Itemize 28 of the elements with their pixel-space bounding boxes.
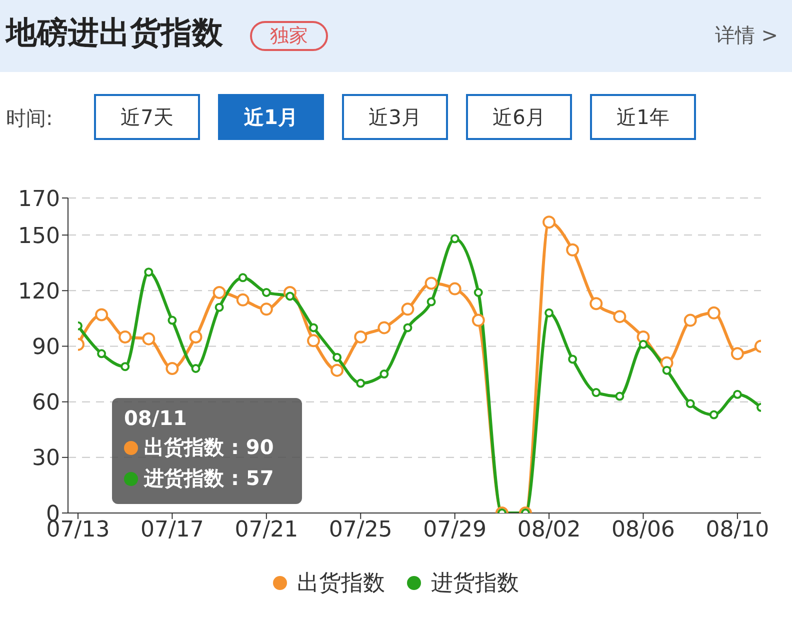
y-tick-label: 120 <box>18 279 60 304</box>
chart-title: 地磅进出货指数 <box>6 14 223 53</box>
annotation: 08/11 <box>124 406 188 430</box>
legend-label: 出货指数 <box>297 570 385 598</box>
x-tick-label: 08/06 <box>612 518 675 543</box>
text: 近1月 <box>218 94 324 140</box>
y-tick-label: 30 <box>32 446 60 472</box>
x-tick-label: 08/02 <box>517 518 581 543</box>
y-tick-label: 150 <box>18 224 60 249</box>
text: 时间: <box>6 105 53 132</box>
legend-label: 进货指数 <box>431 570 519 598</box>
y-tick-label: 60 <box>32 390 60 416</box>
text: 近6月 <box>466 94 572 140</box>
annotation: 进货指数 : 57 <box>144 465 274 492</box>
y-tick-label: 170 <box>18 186 60 212</box>
y-tick-label: 90 <box>32 335 60 360</box>
text: 近7天 <box>94 94 200 140</box>
annotation: 出货指数 : 90 <box>144 434 274 461</box>
text: 独家 <box>250 21 328 51</box>
x-tick-label: 07/21 <box>234 518 298 543</box>
x-tick-label: 07/25 <box>328 518 392 543</box>
x-tick-label: 07/17 <box>140 518 204 543</box>
tooltip-box: 08/11 出货指数 : 90 进货指数 : 57 <box>112 398 302 504</box>
text: 详情 > <box>714 22 778 49</box>
x-tick-label: 07/29 <box>423 518 487 543</box>
text: 近3月 <box>342 94 448 140</box>
x-tick-label: 08/10 <box>706 518 770 543</box>
text: 近1年 <box>590 94 696 140</box>
